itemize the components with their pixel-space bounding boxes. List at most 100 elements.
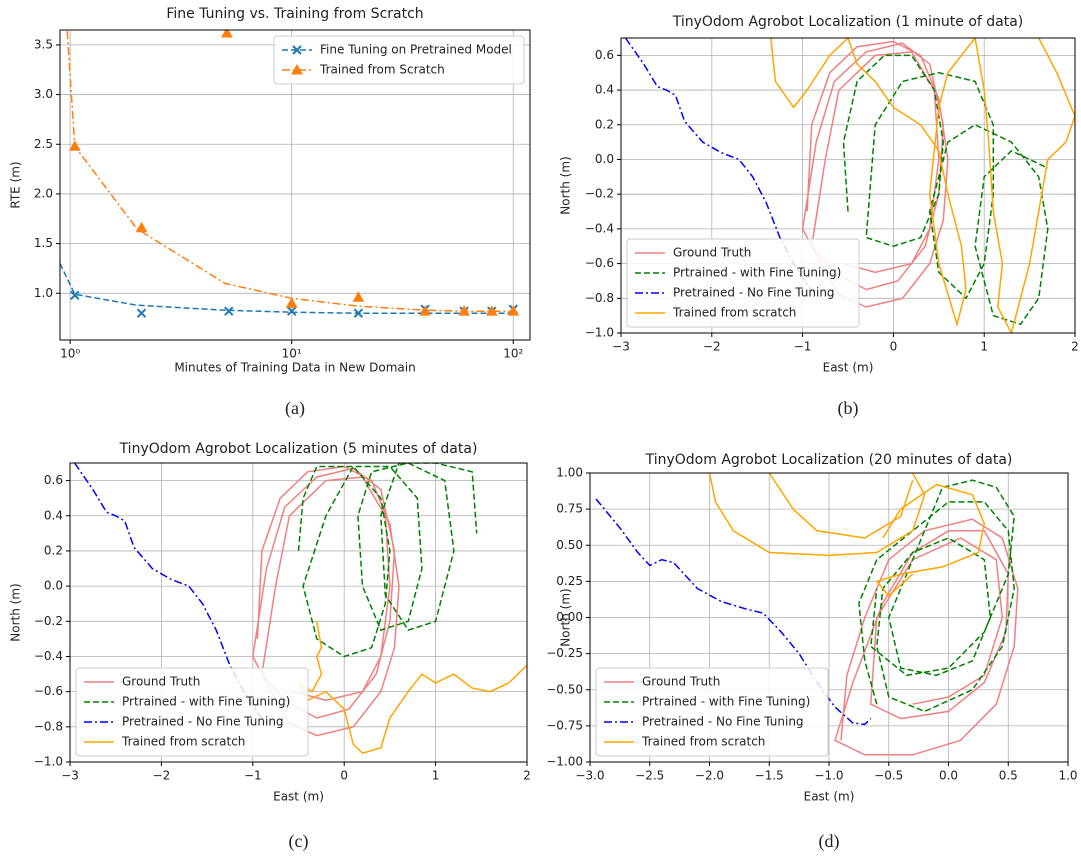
data-point	[485, 305, 498, 316]
y-tick-label: 0.75	[556, 502, 583, 516]
legend-label: Trained from scratch	[121, 735, 245, 749]
x-tick-label: −2	[703, 340, 721, 354]
x-tick-label: 0	[340, 769, 348, 783]
legend: Ground Truth Prtrained - with Fine Tuning…	[595, 667, 829, 757]
legend: Ground Truth Prtrained - with Fine Tuning…	[626, 238, 860, 328]
y-tick-label: 0.50	[556, 538, 583, 552]
legend-label: Ground Truth	[673, 246, 751, 260]
y-tick-label: 0.0	[44, 579, 63, 593]
y-tick-label: −0.25	[546, 646, 583, 660]
plot-area	[595, 473, 1019, 756]
chart-title: Fine Tuning vs. Training from Scratch	[166, 6, 423, 22]
y-tick-label: 1.0	[34, 286, 53, 300]
x-axis-label: East (m)	[804, 790, 855, 804]
plot-area	[624, 38, 1075, 333]
legend-label: Pretrained - No Fine Tuning	[673, 286, 835, 300]
legend-label: Prtrained - with Fine Tuning)	[673, 266, 841, 280]
legend-marker	[291, 63, 303, 75]
y-tick-label: 0.00	[556, 610, 583, 624]
data-point	[68, 140, 81, 151]
x-tick-label: −3	[612, 340, 630, 354]
y-tick-label: 0.4	[44, 508, 63, 522]
x-tick-label: 2	[523, 769, 531, 783]
y-tick-label: 0.25	[556, 574, 583, 588]
series-line	[73, 463, 268, 724]
x-tick-label: −2.5	[635, 769, 664, 783]
y-tick-label: −0.50	[546, 682, 583, 696]
y-tick-label: 3.0	[34, 87, 53, 101]
x-tick-label: 0	[890, 340, 898, 354]
x-tick-label: 0.0	[939, 769, 958, 783]
y-tick-label: 1.00	[556, 466, 583, 480]
x-tick-label: 2	[1071, 340, 1079, 354]
x-tick-label: −0.5	[874, 769, 903, 783]
y-axis-label: North (m)	[559, 156, 573, 214]
y-tick-label: 0.6	[595, 48, 614, 62]
x-tick-label: −3.0	[575, 769, 604, 783]
series-line	[801, 40, 949, 308]
plot-area	[73, 463, 527, 755]
plot-area	[60, 30, 520, 318]
y-tick-label: −0.8	[585, 291, 614, 305]
legend-label: Ground Truth	[122, 675, 200, 689]
y-tick-label: 0.6	[44, 473, 63, 487]
chart-title: TinyOdom Agrobot Localization (1 minute …	[672, 14, 1024, 30]
y-tick-label: −1.0	[34, 755, 63, 769]
y-tick-label: −0.2	[34, 614, 63, 628]
legend-label: Ground Truth	[642, 675, 720, 689]
x-tick-label: −2.0	[695, 769, 724, 783]
y-axis-label: North (m)	[9, 583, 23, 641]
series-line	[708, 473, 986, 597]
y-tick-label: 0.2	[595, 117, 614, 131]
x-tick-label: −1	[794, 340, 812, 354]
data-point	[135, 221, 148, 233]
chart-title: TinyOdom Agrobot Localization (20 minute…	[645, 452, 1013, 468]
x-tick-label: 10²	[503, 347, 523, 361]
series-line	[595, 498, 872, 726]
axes-frame	[589, 472, 1069, 763]
x-axis-label: Minutes of Training Data in New Domain	[174, 361, 415, 375]
y-tick-label: 2.0	[34, 186, 53, 200]
legend: Fine Tuning on Pretrained Model Trained f…	[273, 35, 525, 85]
legend-marker	[292, 45, 302, 55]
chart-title: TinyOdom Agrobot Localization (5 minutes…	[119, 441, 478, 457]
data-point	[286, 306, 297, 316]
y-tick-label: 3.5	[34, 37, 53, 51]
y-axis-label: RTE (m)	[9, 161, 23, 208]
x-tick-label: −1.0	[814, 769, 843, 783]
y-tick-label: 2.5	[34, 137, 53, 151]
legend-box	[273, 35, 525, 85]
y-tick-label: −0.75	[546, 718, 583, 732]
axes-frame	[69, 462, 528, 763]
y-tick-label: −0.2	[585, 187, 614, 201]
legend-label: Pretrained - No Fine Tuning	[122, 715, 284, 729]
x-tick-label: 1	[980, 340, 988, 354]
legend-box	[595, 667, 829, 757]
x-tick-label: 10¹	[282, 347, 302, 361]
series-line	[66, 30, 514, 312]
y-tick-label: −0.6	[34, 684, 63, 698]
subplot: −3 −2 −1 0 1 2 −1.0 −0.8 −0.6 −0.4 −0.2 0.0 0.2 0.4 0.…	[9, 441, 531, 852]
legend-label: Fine Tuning on Pretrained Model	[320, 43, 512, 57]
data-point	[285, 297, 298, 308]
legend: Ground Truth Prtrained - with Fine Tuning…	[75, 667, 309, 757]
x-tick-label: 10⁰	[60, 347, 80, 361]
legend-label: Pretrained - No Fine Tuning	[642, 715, 804, 729]
y-tick-label: 0.2	[44, 543, 63, 557]
caption: (d)	[819, 831, 840, 852]
data-point	[221, 30, 233, 38]
y-tick-label: 1.5	[34, 236, 53, 250]
caption: (b)	[838, 398, 859, 419]
caption: (c)	[289, 831, 309, 852]
legend-label: Prtrained - with Fine Tuning)	[122, 695, 290, 709]
x-tick-label: 0.5	[999, 769, 1018, 783]
x-tick-label: −1.5	[755, 769, 784, 783]
series-line	[842, 54, 1049, 326]
data-point	[70, 290, 80, 300]
y-tick-label: −0.8	[34, 719, 63, 733]
axes-frame	[620, 37, 1076, 334]
x-tick-label: 1.0	[1058, 769, 1077, 783]
data-point	[419, 305, 431, 316]
y-tick-label: −1.00	[546, 755, 583, 769]
